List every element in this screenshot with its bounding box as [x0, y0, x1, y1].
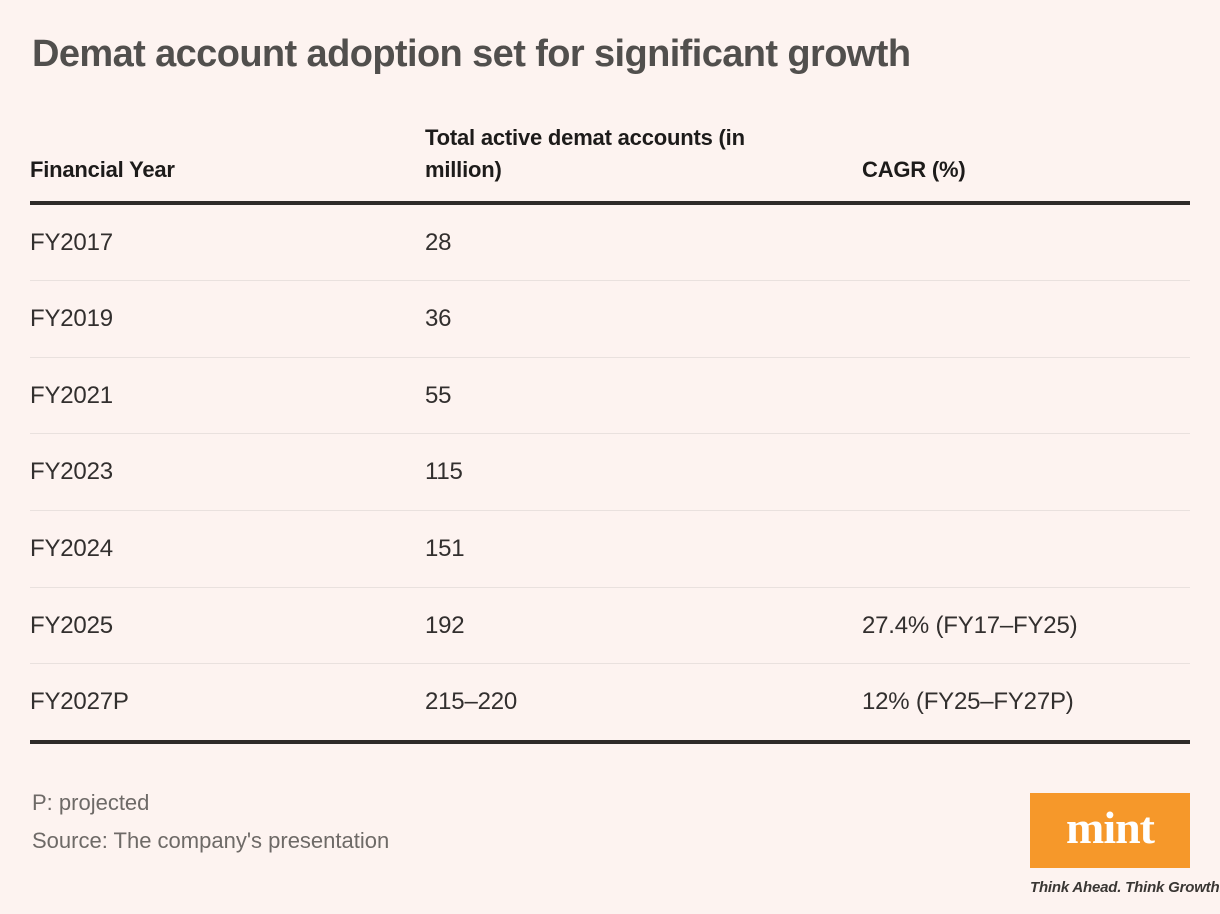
cell-accounts: 215–220 [425, 663, 862, 744]
mint-logo-wordmark: mint [1066, 801, 1155, 853]
cell-financial-year: FY2019 [30, 280, 425, 358]
mint-logo-tagline: Think Ahead. Think Growth. [1030, 879, 1220, 896]
footnotes: P: projected Source: The company's prese… [32, 784, 1190, 860]
column-header-financial-year: Financial Year [30, 121, 425, 205]
cell-cagr [862, 433, 1190, 511]
cell-accounts: 115 [425, 433, 862, 511]
infographic: Demat account adoption set for significa… [30, 33, 1190, 860]
cell-financial-year: FY2025 [30, 587, 425, 665]
cell-accounts: 36 [425, 280, 862, 358]
column-header-cagr: CAGR (%) [862, 121, 1190, 205]
source-note: Source: The company's presentation [32, 827, 390, 853]
table-row: FY2017 28 [30, 202, 1190, 282]
table-row: FY2023 115 [30, 433, 1190, 511]
cell-accounts: 28 [425, 202, 862, 282]
column-header-accounts: Total active demat accounts (in million) [425, 121, 862, 205]
cell-accounts: 55 [425, 357, 862, 435]
mint-logo-box: mint [1030, 793, 1190, 868]
cell-cagr [862, 510, 1190, 588]
cell-cagr: 12% (FY25–FY27P) [862, 663, 1190, 744]
mint-logo: mint Think Ahead. Think Growth. [1030, 793, 1220, 896]
table-header: Financial Year Total active demat accoun… [30, 121, 1190, 205]
cell-cagr [862, 280, 1190, 358]
table-body: FY2017 28 FY2019 36 FY2021 55 FY2023 115… [30, 202, 1190, 744]
cell-financial-year: FY2021 [30, 357, 425, 435]
cell-accounts: 151 [425, 510, 862, 588]
table-row: FY2021 55 [30, 357, 1190, 435]
cell-cagr [862, 202, 1190, 282]
column-header-label: CAGR (%) [862, 156, 966, 182]
column-header-label: Total active demat accounts (in million) [425, 124, 745, 182]
cell-financial-year: FY2017 [30, 202, 425, 282]
cell-financial-year: FY2027P [30, 663, 425, 744]
projected-note: P: projected [32, 789, 150, 815]
table-row: FY2024 151 [30, 510, 1190, 588]
cell-cagr: 27.4% (FY17–FY25) [862, 587, 1190, 665]
table-row: FY2019 36 [30, 280, 1190, 358]
table-row: FY2027P 215–220 12% (FY25–FY27P) [30, 663, 1190, 744]
cell-cagr [862, 357, 1190, 435]
cell-financial-year: FY2024 [30, 510, 425, 588]
cell-accounts: 192 [425, 587, 862, 665]
demat-accounts-table: Financial Year Total active demat accoun… [30, 121, 1190, 744]
column-header-label: Financial Year [30, 156, 175, 182]
page-title: Demat account adoption set for significa… [32, 33, 911, 75]
table-row: FY2025 192 27.4% (FY17–FY25) [30, 587, 1190, 665]
cell-financial-year: FY2023 [30, 433, 425, 511]
